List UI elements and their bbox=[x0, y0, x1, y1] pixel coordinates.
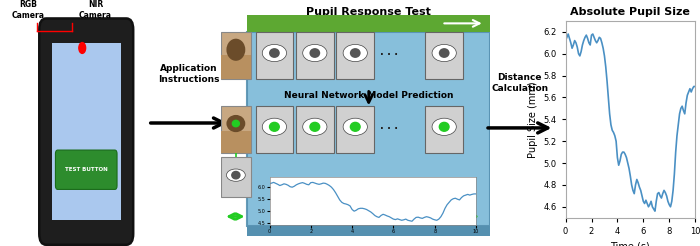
Bar bbox=[426, 106, 463, 153]
Bar bbox=[220, 55, 251, 79]
Text: · · ·: · · · bbox=[380, 50, 398, 60]
Ellipse shape bbox=[432, 118, 456, 135]
Ellipse shape bbox=[226, 115, 245, 132]
Ellipse shape bbox=[439, 48, 449, 58]
Text: Application
Instructions: Application Instructions bbox=[158, 63, 220, 84]
Circle shape bbox=[440, 122, 449, 131]
Bar bbox=[248, 226, 490, 236]
Bar bbox=[220, 32, 251, 79]
Bar bbox=[296, 106, 334, 153]
Text: Neural Network Model Prediction: Neural Network Model Prediction bbox=[284, 92, 454, 100]
Bar bbox=[337, 32, 374, 79]
Ellipse shape bbox=[350, 48, 360, 58]
Bar bbox=[296, 32, 334, 79]
Bar bbox=[337, 106, 374, 153]
Bar bbox=[256, 106, 293, 153]
Circle shape bbox=[270, 122, 279, 131]
Ellipse shape bbox=[343, 44, 368, 62]
Ellipse shape bbox=[262, 118, 286, 135]
Text: TEST BUTTON: TEST BUTTON bbox=[65, 167, 108, 172]
Bar bbox=[220, 106, 251, 153]
X-axis label: Time (s): Time (s) bbox=[610, 241, 650, 246]
Bar bbox=[220, 131, 251, 153]
Title: Absolute Pupil Size: Absolute Pupil Size bbox=[570, 7, 690, 17]
Ellipse shape bbox=[309, 48, 320, 58]
FancyBboxPatch shape bbox=[39, 18, 133, 245]
Circle shape bbox=[232, 120, 239, 127]
Ellipse shape bbox=[302, 118, 327, 135]
Circle shape bbox=[310, 122, 320, 131]
Bar bbox=[426, 32, 463, 79]
Text: Distance
Calculation: Distance Calculation bbox=[491, 73, 548, 93]
Circle shape bbox=[232, 171, 240, 179]
Circle shape bbox=[351, 122, 360, 131]
Ellipse shape bbox=[269, 48, 280, 58]
Bar bbox=[256, 32, 293, 79]
Ellipse shape bbox=[262, 44, 286, 62]
Ellipse shape bbox=[343, 118, 368, 135]
Text: NIR
Camera: NIR Camera bbox=[79, 0, 112, 20]
Text: · · ·: · · · bbox=[380, 124, 398, 134]
Y-axis label: Pupil Size (mm): Pupil Size (mm) bbox=[528, 81, 538, 158]
Bar bbox=[220, 157, 251, 197]
Bar bbox=[52, 43, 121, 220]
Ellipse shape bbox=[226, 39, 245, 61]
Ellipse shape bbox=[226, 169, 245, 181]
Ellipse shape bbox=[432, 44, 456, 62]
Bar bbox=[248, 15, 490, 32]
FancyBboxPatch shape bbox=[55, 150, 117, 189]
Text: RGB
Camera: RGB Camera bbox=[11, 0, 44, 20]
Text: Pupil Response Test: Pupil Response Test bbox=[307, 7, 431, 17]
Bar bbox=[248, 32, 490, 226]
Ellipse shape bbox=[302, 44, 327, 62]
Circle shape bbox=[79, 43, 85, 53]
